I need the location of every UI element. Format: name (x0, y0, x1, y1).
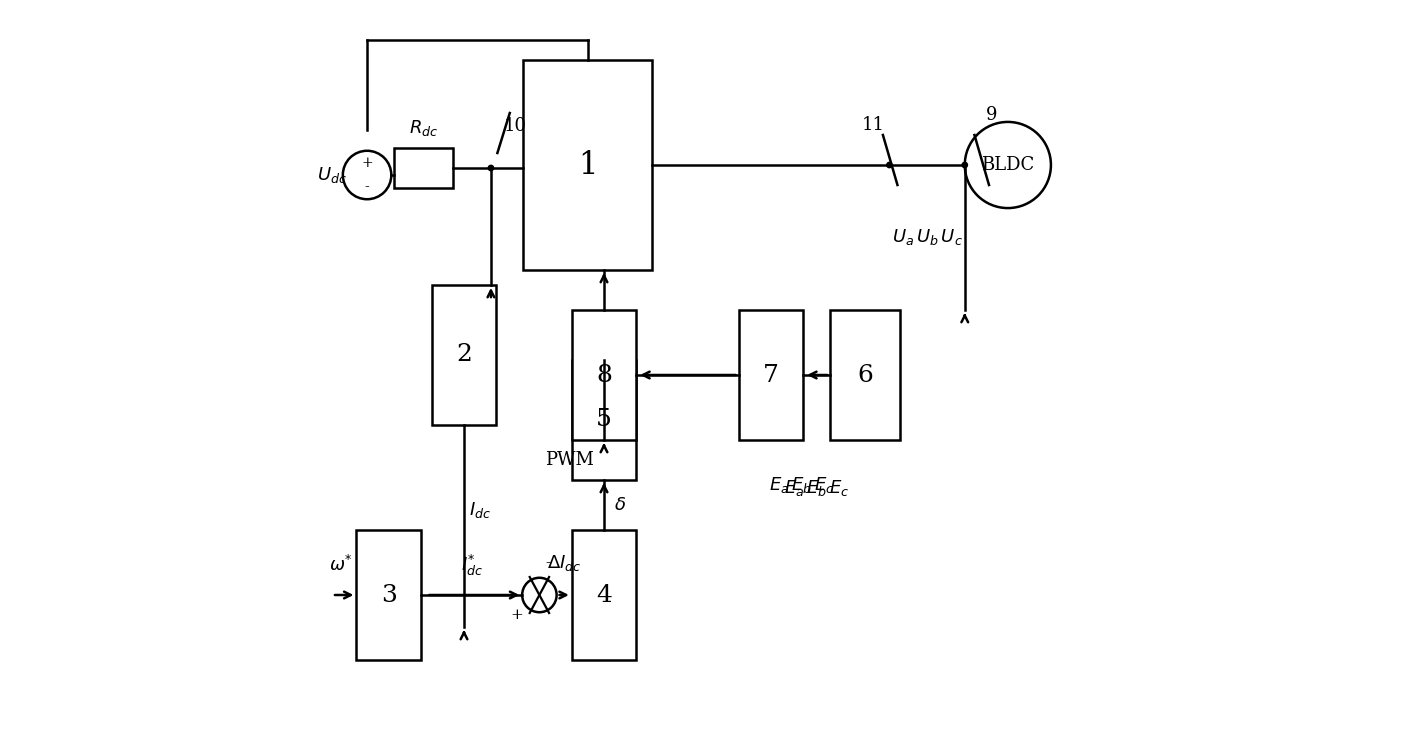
Text: $E_a\,E_b\,E_c$: $E_a\,E_b\,E_c$ (783, 478, 849, 498)
Text: 8: 8 (597, 364, 612, 386)
Text: $\delta$: $\delta$ (614, 496, 626, 514)
FancyBboxPatch shape (395, 148, 453, 188)
Text: $U_{dc}$: $U_{dc}$ (317, 165, 347, 185)
Text: BLDC: BLDC (981, 156, 1035, 174)
Text: -: - (365, 180, 369, 194)
Text: 3: 3 (380, 584, 396, 606)
Text: $\Delta I_{dc}$: $\Delta I_{dc}$ (548, 553, 581, 573)
Text: 4: 4 (597, 584, 612, 606)
FancyBboxPatch shape (357, 530, 421, 660)
FancyBboxPatch shape (571, 360, 636, 480)
FancyBboxPatch shape (739, 310, 803, 440)
Text: 9: 9 (986, 106, 997, 124)
FancyBboxPatch shape (830, 310, 900, 440)
Text: 1: 1 (578, 150, 598, 181)
Circle shape (887, 163, 892, 168)
Text: 2: 2 (456, 343, 472, 367)
Circle shape (962, 163, 967, 168)
Text: 6: 6 (858, 364, 873, 386)
FancyBboxPatch shape (571, 530, 636, 660)
Text: 11: 11 (862, 116, 885, 134)
Text: $\omega^{*}$: $\omega^{*}$ (330, 555, 354, 575)
Text: PWM: PWM (545, 451, 594, 469)
Text: 10: 10 (504, 117, 526, 135)
Text: +: + (361, 156, 373, 170)
Text: -: - (545, 556, 550, 570)
Text: +: + (511, 608, 524, 622)
Text: $U_a\,U_b\,U_c$: $U_a\,U_b\,U_c$ (892, 227, 963, 247)
FancyBboxPatch shape (571, 310, 636, 440)
Text: $I_{dc}$: $I_{dc}$ (469, 500, 491, 520)
Text: 5: 5 (597, 408, 612, 432)
Circle shape (489, 166, 494, 171)
Text: $R_{dc}$: $R_{dc}$ (409, 118, 438, 138)
FancyBboxPatch shape (431, 285, 496, 425)
FancyBboxPatch shape (524, 60, 653, 270)
Text: $E_a\,E_b\,E_c$: $E_a\,E_b\,E_c$ (769, 475, 834, 495)
Text: 7: 7 (762, 364, 779, 386)
Text: $I_{dc}^{*}$: $I_{dc}^{*}$ (461, 553, 483, 578)
